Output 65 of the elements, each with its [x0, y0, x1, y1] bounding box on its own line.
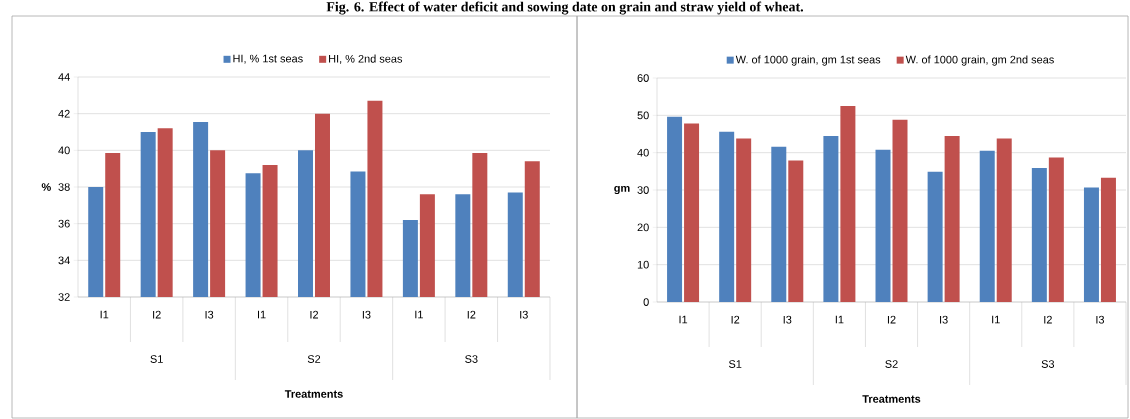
x-tick-label: I1	[415, 310, 423, 319]
x-tick-label: I2	[887, 315, 896, 324]
bar	[892, 119, 908, 302]
x-tick-label: I1	[258, 310, 266, 319]
text: S1	[728, 360, 742, 368]
y-tick-label: 60	[637, 74, 649, 82]
y-tick-label: 44	[58, 73, 70, 81]
x-axis-title: Treatments	[284, 390, 343, 398]
x-tick-label: I1	[100, 310, 109, 319]
y-tick-label: 40	[637, 148, 649, 157]
y-tick-label: 20	[637, 223, 649, 232]
x-tick-label: I2	[731, 315, 740, 324]
y-tick-label: 38	[58, 183, 70, 191]
bar	[996, 138, 1012, 302]
bar	[736, 138, 752, 302]
y-tick-label: 50	[637, 111, 649, 120]
y-tick-label: 34	[58, 256, 70, 265]
x-tick-label: I1	[992, 315, 1000, 324]
legend-label: W. of 1000 grain, gm 1st seas	[735, 55, 881, 66]
y-tick-label: 30	[637, 186, 649, 194]
bar	[823, 135, 839, 302]
y-tick-label: 42	[58, 109, 70, 118]
y-tick-label: 10	[637, 260, 649, 269]
x-tick-label: I3	[940, 315, 948, 324]
x-tick-label: I3	[520, 310, 528, 319]
text: S2	[885, 360, 898, 368]
y-tick-label: 36	[58, 219, 70, 228]
x-tick-label: I2	[467, 310, 476, 319]
y-tick-label: 40	[58, 146, 70, 155]
bar	[684, 123, 700, 302]
y-axis-title: %	[41, 183, 51, 191]
x-tick-label: I3	[1096, 315, 1105, 324]
bar	[979, 150, 995, 302]
x-tick-label: I3	[362, 310, 371, 319]
x-tick-label: I1	[835, 315, 844, 324]
text: S2	[307, 355, 321, 363]
bar	[927, 171, 943, 302]
bar	[667, 116, 683, 302]
x-axis-title: Treatments	[862, 395, 921, 403]
x-tick-label: I2	[153, 310, 161, 319]
bar	[944, 135, 960, 302]
bar	[1031, 167, 1047, 302]
x-tick-label: I1	[679, 315, 688, 324]
bar	[875, 149, 891, 302]
bar	[771, 146, 787, 302]
x-tick-label: I3	[205, 310, 214, 319]
text: S1	[150, 355, 163, 363]
bar	[1048, 157, 1064, 302]
x-tick-label: I2	[310, 310, 319, 319]
text: S3	[1041, 360, 1055, 368]
chart-title: Fig. 6. Effect of water deficit and sowing date on grain and straw yield of wheat.	[326, 1, 804, 15]
y-tick-label: 32	[58, 293, 70, 301]
bar	[840, 106, 856, 302]
bar	[1083, 187, 1099, 302]
legend-label: W. of 1000 grain, gm 2nd seas	[905, 55, 1054, 66]
legend-label: HI, % 1st seas	[233, 54, 303, 64]
y-tick-label: 0	[643, 298, 649, 306]
y-axis-title: gm	[614, 185, 630, 195]
bar	[788, 160, 804, 302]
bar	[719, 131, 735, 302]
text: S3	[465, 355, 478, 363]
x-tick-label: I3	[783, 315, 792, 324]
legend-label: HI, % 2nd seas	[329, 54, 403, 64]
bar	[1100, 177, 1116, 302]
x-tick-label: I2	[1044, 315, 1052, 324]
